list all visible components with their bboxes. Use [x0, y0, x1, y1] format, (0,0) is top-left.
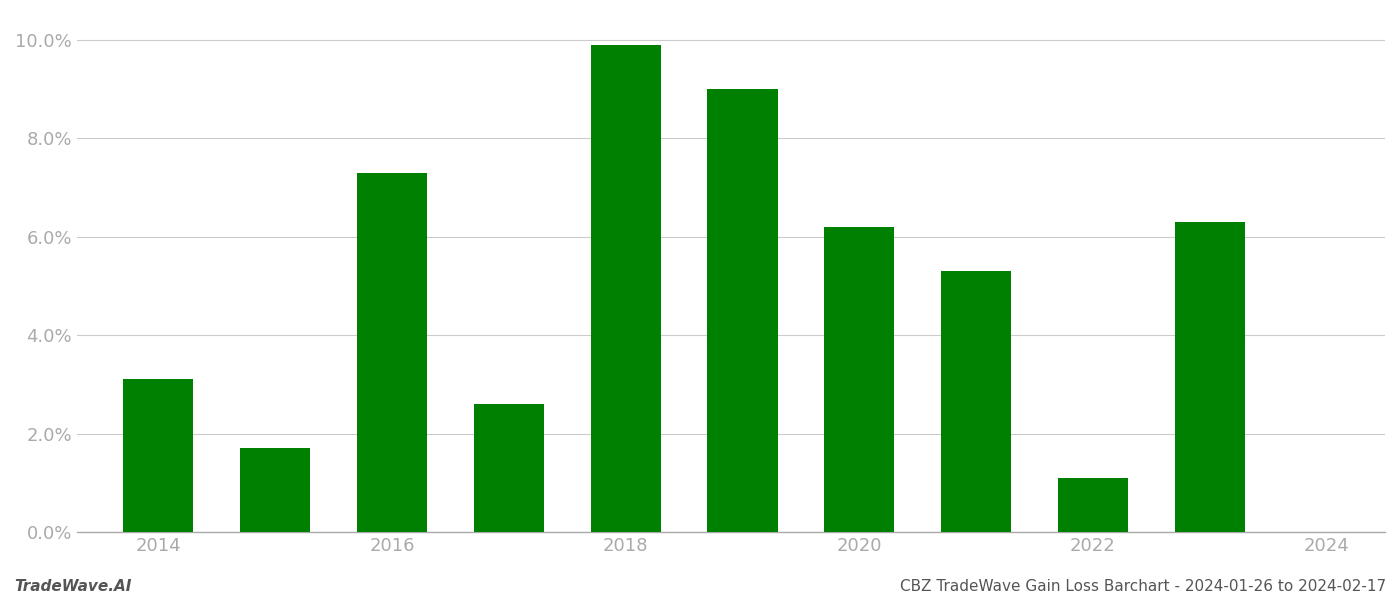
- Bar: [123, 379, 193, 532]
- Bar: [707, 89, 777, 532]
- Bar: [241, 448, 311, 532]
- Bar: [825, 227, 895, 532]
- Bar: [473, 404, 543, 532]
- Text: TradeWave.AI: TradeWave.AI: [14, 579, 132, 594]
- Bar: [1058, 478, 1128, 532]
- Bar: [591, 44, 661, 532]
- Text: CBZ TradeWave Gain Loss Barchart - 2024-01-26 to 2024-02-17: CBZ TradeWave Gain Loss Barchart - 2024-…: [900, 579, 1386, 594]
- Bar: [941, 271, 1011, 532]
- Bar: [357, 173, 427, 532]
- Bar: [1175, 222, 1245, 532]
